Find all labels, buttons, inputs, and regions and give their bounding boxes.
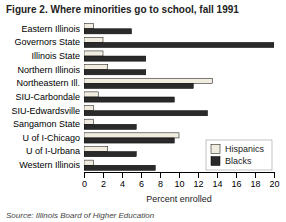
y-tick: Illinois State: [31, 51, 80, 61]
x-tick-label: 0: [82, 179, 87, 189]
x-axis: 0 2 4 6 8 10 12 14 16 18 20: [82, 172, 280, 189]
y-tick-label: Northern Illinois: [17, 65, 80, 75]
x-tick-mark: [179, 172, 180, 178]
legend-swatch: [211, 157, 220, 166]
y-tick: U of I-Urbana: [26, 146, 80, 156]
y-tick-label: SIU-Carbondale: [15, 92, 80, 102]
legend-swatch: [211, 145, 220, 154]
x-tick-mark: [255, 172, 256, 178]
y-tick: SIU-Carbondale: [15, 92, 80, 102]
bar: [84, 83, 193, 88]
bar: [84, 37, 103, 42]
x-tick-label: 8: [158, 179, 163, 189]
x-tick: 2: [101, 172, 106, 189]
x-axis-label: Percent enrolled: [146, 194, 212, 204]
bar: [84, 65, 108, 70]
bar: [84, 106, 94, 111]
bar: [84, 51, 103, 56]
x-tick-label: 20: [269, 179, 279, 189]
y-tick: U of I-Chicago: [22, 133, 80, 143]
x-tick-label: 18: [250, 179, 260, 189]
x-tick-mark: [160, 172, 161, 178]
bar: [84, 24, 94, 29]
x-tick-mark: [274, 172, 275, 178]
y-tick-label: Northeastern Ill.: [16, 78, 80, 88]
title: Figure 2. Where minorities go to school,…: [6, 4, 239, 15]
x-tick: 12: [193, 172, 203, 189]
bar: [84, 165, 155, 170]
y-tick-label: Western Illinois: [19, 160, 80, 170]
y-tick-label: Governors State: [14, 37, 80, 47]
legend: Hispanics Blacks: [206, 140, 272, 170]
x-axis-line: [85, 173, 275, 179]
y-tick: Sangamon State: [13, 119, 80, 129]
x-tick-label: 16: [231, 179, 241, 189]
legend-label: Blacks: [225, 156, 252, 166]
y-tick: Northern Illinois: [17, 65, 80, 75]
y-tick-label: Sangamon State: [13, 119, 80, 129]
x-tick-mark: [122, 172, 123, 178]
bar: [84, 152, 136, 157]
bar: [84, 111, 208, 116]
x-tick-mark: [84, 172, 85, 178]
bar: [84, 119, 94, 124]
x-tick-label: 12: [193, 179, 203, 189]
bar: [84, 160, 94, 165]
y-tick-label: U of I-Urbana: [26, 146, 80, 156]
x-tick-label: 10: [174, 179, 184, 189]
bar: [84, 92, 98, 97]
y-tick: SIU-Edwardsville: [11, 106, 80, 116]
x-tick: 6: [139, 172, 144, 189]
bar: [84, 70, 146, 75]
bar: [84, 133, 179, 138]
x-tick: 4: [120, 172, 125, 189]
x-tick: 0: [82, 172, 87, 189]
y-tick-label: SIU-Edwardsville: [11, 106, 80, 116]
y-tick: Northeastern Ill.: [16, 78, 80, 88]
x-tick-mark: [217, 172, 218, 178]
x-tick-mark: [103, 172, 104, 178]
legend-item: Hispanics: [211, 144, 265, 154]
x-tick-label: 4: [120, 179, 125, 189]
x-tick-label: 2: [101, 179, 106, 189]
y-tick-label: Illinois State: [31, 51, 80, 61]
x-tick-mark: [141, 172, 142, 178]
bar: [84, 42, 274, 47]
bar: [84, 78, 212, 83]
x-tick-label: 6: [139, 179, 144, 189]
x-tick: 10: [174, 172, 184, 189]
bar: [84, 29, 132, 34]
bar: [84, 124, 136, 129]
x-tick-label: 14: [212, 179, 222, 189]
y-tick: Western Illinois: [19, 160, 80, 170]
legend-item: Blacks: [211, 156, 252, 166]
y-tick: Governors State: [14, 37, 80, 47]
y-axis: Eastern Illinois Governors State Illinois …: [11, 24, 80, 170]
x-tick: 16: [231, 172, 241, 189]
x-tick: 18: [250, 172, 260, 189]
bar: [84, 146, 108, 151]
x-tick-mark: [236, 172, 237, 178]
y-tick: Eastern Illinois: [21, 24, 80, 34]
x-tick-mark: [198, 172, 199, 178]
y-tick-label: Eastern Illinois: [21, 24, 80, 34]
plot: 0 2 4 6 8 10 12 14 16 18 20 Percent enrolled Eastern…: [11, 24, 279, 204]
x-tick: 14: [212, 172, 222, 189]
legend-box: [206, 140, 272, 170]
bar: [84, 56, 146, 61]
annotation: Source: Illinois Board of Higher Educati…: [6, 211, 155, 220]
x-tick: 20: [269, 172, 279, 189]
bar: [84, 97, 174, 102]
x-tick: 8: [158, 172, 163, 189]
bar: [84, 138, 174, 143]
y-tick-label: U of I-Chicago: [22, 133, 80, 143]
bars: [84, 24, 274, 171]
chart: Figure 2. Where minorities go to school,…: [0, 0, 286, 222]
legend-label: Hispanics: [225, 144, 265, 154]
